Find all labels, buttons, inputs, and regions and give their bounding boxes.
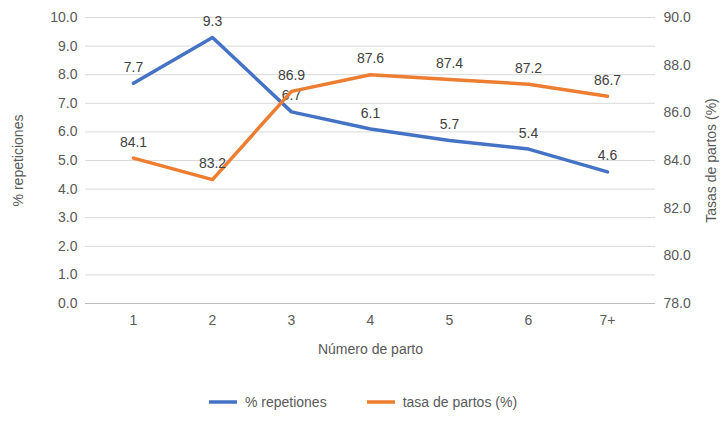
svg-text:5: 5 <box>446 312 454 328</box>
svg-text:% repeticiones: % repeticiones <box>10 115 26 207</box>
svg-text:6: 6 <box>525 312 533 328</box>
svg-text:7.7: 7.7 <box>124 59 144 75</box>
svg-text:86.9: 86.9 <box>278 67 305 83</box>
svg-text:2: 2 <box>209 312 217 328</box>
svg-text:2.0: 2.0 <box>58 238 78 254</box>
svg-text:4.0: 4.0 <box>58 181 78 197</box>
svg-text:84.1: 84.1 <box>120 134 147 150</box>
html-text:% repetiones: % repetiones <box>244 394 327 410</box>
svg-text:87.4: 87.4 <box>436 55 463 71</box>
svg-text:86.7: 86.7 <box>594 72 621 88</box>
svg-text:4: 4 <box>367 312 375 328</box>
svg-text:10.0: 10.0 <box>50 9 77 25</box>
svg-text:90.0: 90.0 <box>664 9 691 25</box>
svg-text:0.0: 0.0 <box>58 295 78 311</box>
svg-text:3: 3 <box>288 312 296 328</box>
svg-text:Tasas de partos (%): Tasas de partos (%) <box>703 98 719 223</box>
svg-text:80.0: 80.0 <box>664 247 691 263</box>
svg-text:6.1: 6.1 <box>361 105 381 121</box>
svg-text:87.2: 87.2 <box>515 60 542 76</box>
svg-text:6.7: 6.7 <box>281 87 302 104</box>
svg-text:7.0: 7.0 <box>58 95 78 111</box>
svg-text:78.0: 78.0 <box>664 295 691 311</box>
svg-text:87.6: 87.6 <box>357 50 384 66</box>
svg-text:6.0: 6.0 <box>58 123 78 139</box>
svg-text:83.2: 83.2 <box>199 155 226 171</box>
svg-text:5.7: 5.7 <box>440 116 460 132</box>
svg-text:Número de parto: Número de parto <box>318 341 423 357</box>
svg-text:1: 1 <box>130 312 138 328</box>
svg-text:86.0: 86.0 <box>664 104 691 120</box>
svg-text:7+: 7+ <box>600 312 616 328</box>
svg-text:5.4: 5.4 <box>519 125 539 141</box>
svg-text:3.0: 3.0 <box>58 209 78 225</box>
svg-text:88.0: 88.0 <box>664 57 691 73</box>
svg-text:1.0: 1.0 <box>58 266 78 282</box>
svg-text:9.0: 9.0 <box>58 38 78 54</box>
svg-text:84.0: 84.0 <box>664 152 691 168</box>
html-text:tasa de partos (%): tasa de partos (%) <box>402 394 517 410</box>
svg-text:8.0: 8.0 <box>58 66 78 82</box>
svg-text:9.3: 9.3 <box>203 13 223 29</box>
svg-text:82.0: 82.0 <box>664 200 691 216</box>
svg-text:5.0: 5.0 <box>58 152 78 168</box>
svg-text:4.6: 4.6 <box>598 147 618 163</box>
